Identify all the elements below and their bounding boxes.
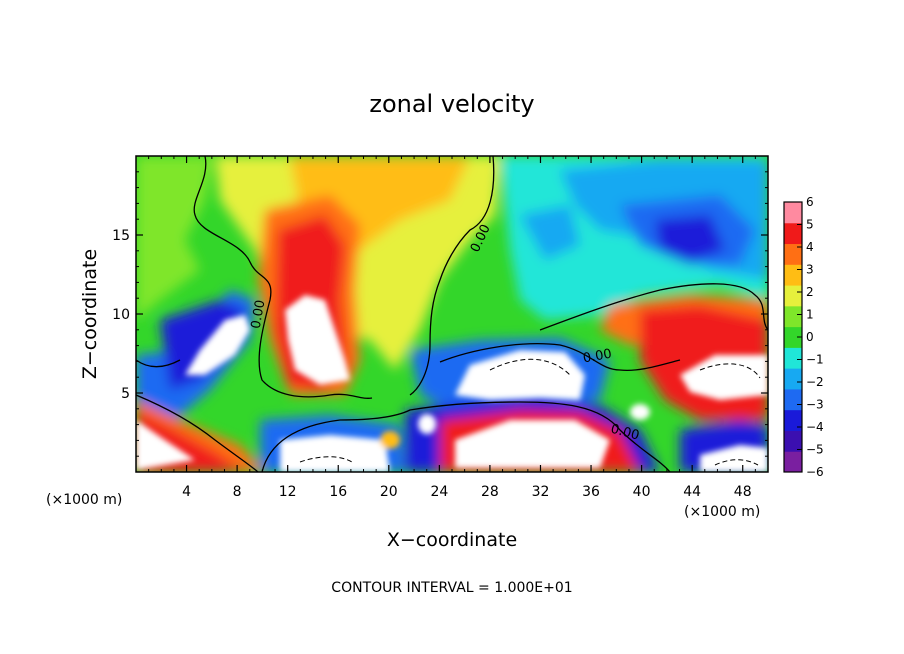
x-unit-right: (×1000 m) [684,504,760,520]
y-axis-label: Z−coordinate [79,249,101,379]
x-tick-label: 8 [233,484,242,500]
colorbar-swatch [784,202,802,224]
colorbar-swatch [784,264,802,286]
colorbar-swatch [784,430,802,452]
x-unit-left: (×1000 m) [46,492,122,508]
contour-interval-note: CONTOUR INTERVAL = 1.000E+01 [331,580,572,596]
colorbar-tick-label: 0 [806,330,814,344]
contour-line [193,156,373,399]
contour-label: 0.00 [582,347,613,367]
field-region [280,435,390,472]
x-tick-label: 20 [380,484,398,500]
colorbar-swatch [784,222,802,245]
colorbar-tick-label: −2 [806,375,824,389]
field-region [136,156,212,320]
contour-line [539,283,768,331]
field-region [680,355,768,400]
colorbar-swatch [784,305,802,328]
x-tick-label: 32 [532,484,550,500]
field-region [520,205,580,260]
contour-line [439,343,681,371]
field-region [655,215,725,262]
colorbar-tick-label: 5 [806,218,814,232]
colorbar-tick-label: 3 [806,263,814,277]
colorbar-swatch [784,388,802,411]
contour-label: 0.00 [609,422,641,444]
field-region [455,420,610,468]
colorbar: 6 5 4 3 2 1 0 −1 −2 −3 −4 −5 −6 [783,195,824,479]
field-region [136,420,195,470]
x-axis-label: X−coordinate [387,529,517,551]
contour-label: 0.00 [249,299,269,330]
colorbar-tick-label: 4 [806,240,814,254]
colorbar-swatch [784,409,802,431]
x-tick-label: 36 [582,484,600,500]
colorbar-swatch [784,285,802,307]
y-axis-ticks: 5 10 15 [112,171,768,457]
field-region [380,431,400,449]
colorbar-tick-label: −1 [806,353,824,367]
x-tick-label: 4 [182,484,191,500]
colorbar-tick-label: 6 [806,195,814,209]
field-region [185,315,250,375]
colorbar-tick-label: −6 [806,465,824,479]
contour-line [136,394,259,472]
colorbar-swatch [784,368,802,390]
contour-line-dashed [714,459,759,466]
colorbar-swatch [784,326,802,348]
field-region [455,350,585,400]
x-tick-label: 40 [633,484,651,500]
field-region [700,445,768,472]
contour-line [136,359,181,368]
field-region [418,414,436,434]
y-tick-label: 15 [112,228,130,244]
x-tick-label: 28 [481,484,499,500]
colorbar-tick-label: −4 [806,420,824,434]
x-axis-ticks: 4 8 12 16 20 24 28 32 36 40 44 48 [148,156,756,500]
x-tick-label: 12 [279,484,297,500]
colorbar-swatch [784,347,802,369]
x-tick-label: 44 [683,484,701,500]
colorbar-tick-label: −5 [806,443,824,457]
x-tick-label: 24 [430,484,448,500]
colorbar-swatch [784,451,802,473]
contour-line [409,156,495,396]
contour-line-dashed [699,363,761,379]
contour-line [261,401,671,472]
colorbar-tick-label: −3 [806,398,824,412]
velocity-field [136,156,768,472]
y-tick-label: 10 [112,307,130,323]
field-region [630,404,650,420]
chart-title: zonal velocity [369,90,534,118]
colorbar-swatch [784,243,802,265]
x-tick-label: 16 [329,484,347,500]
field-region [285,295,350,385]
y-tick-label: 5 [121,386,130,402]
contour-line-dashed [489,358,571,376]
contour-line-dashed [299,456,353,463]
colorbar-tick-label: 2 [806,285,814,299]
colorbar-tick-label: 1 [806,308,814,322]
x-tick-label: 48 [734,484,752,500]
